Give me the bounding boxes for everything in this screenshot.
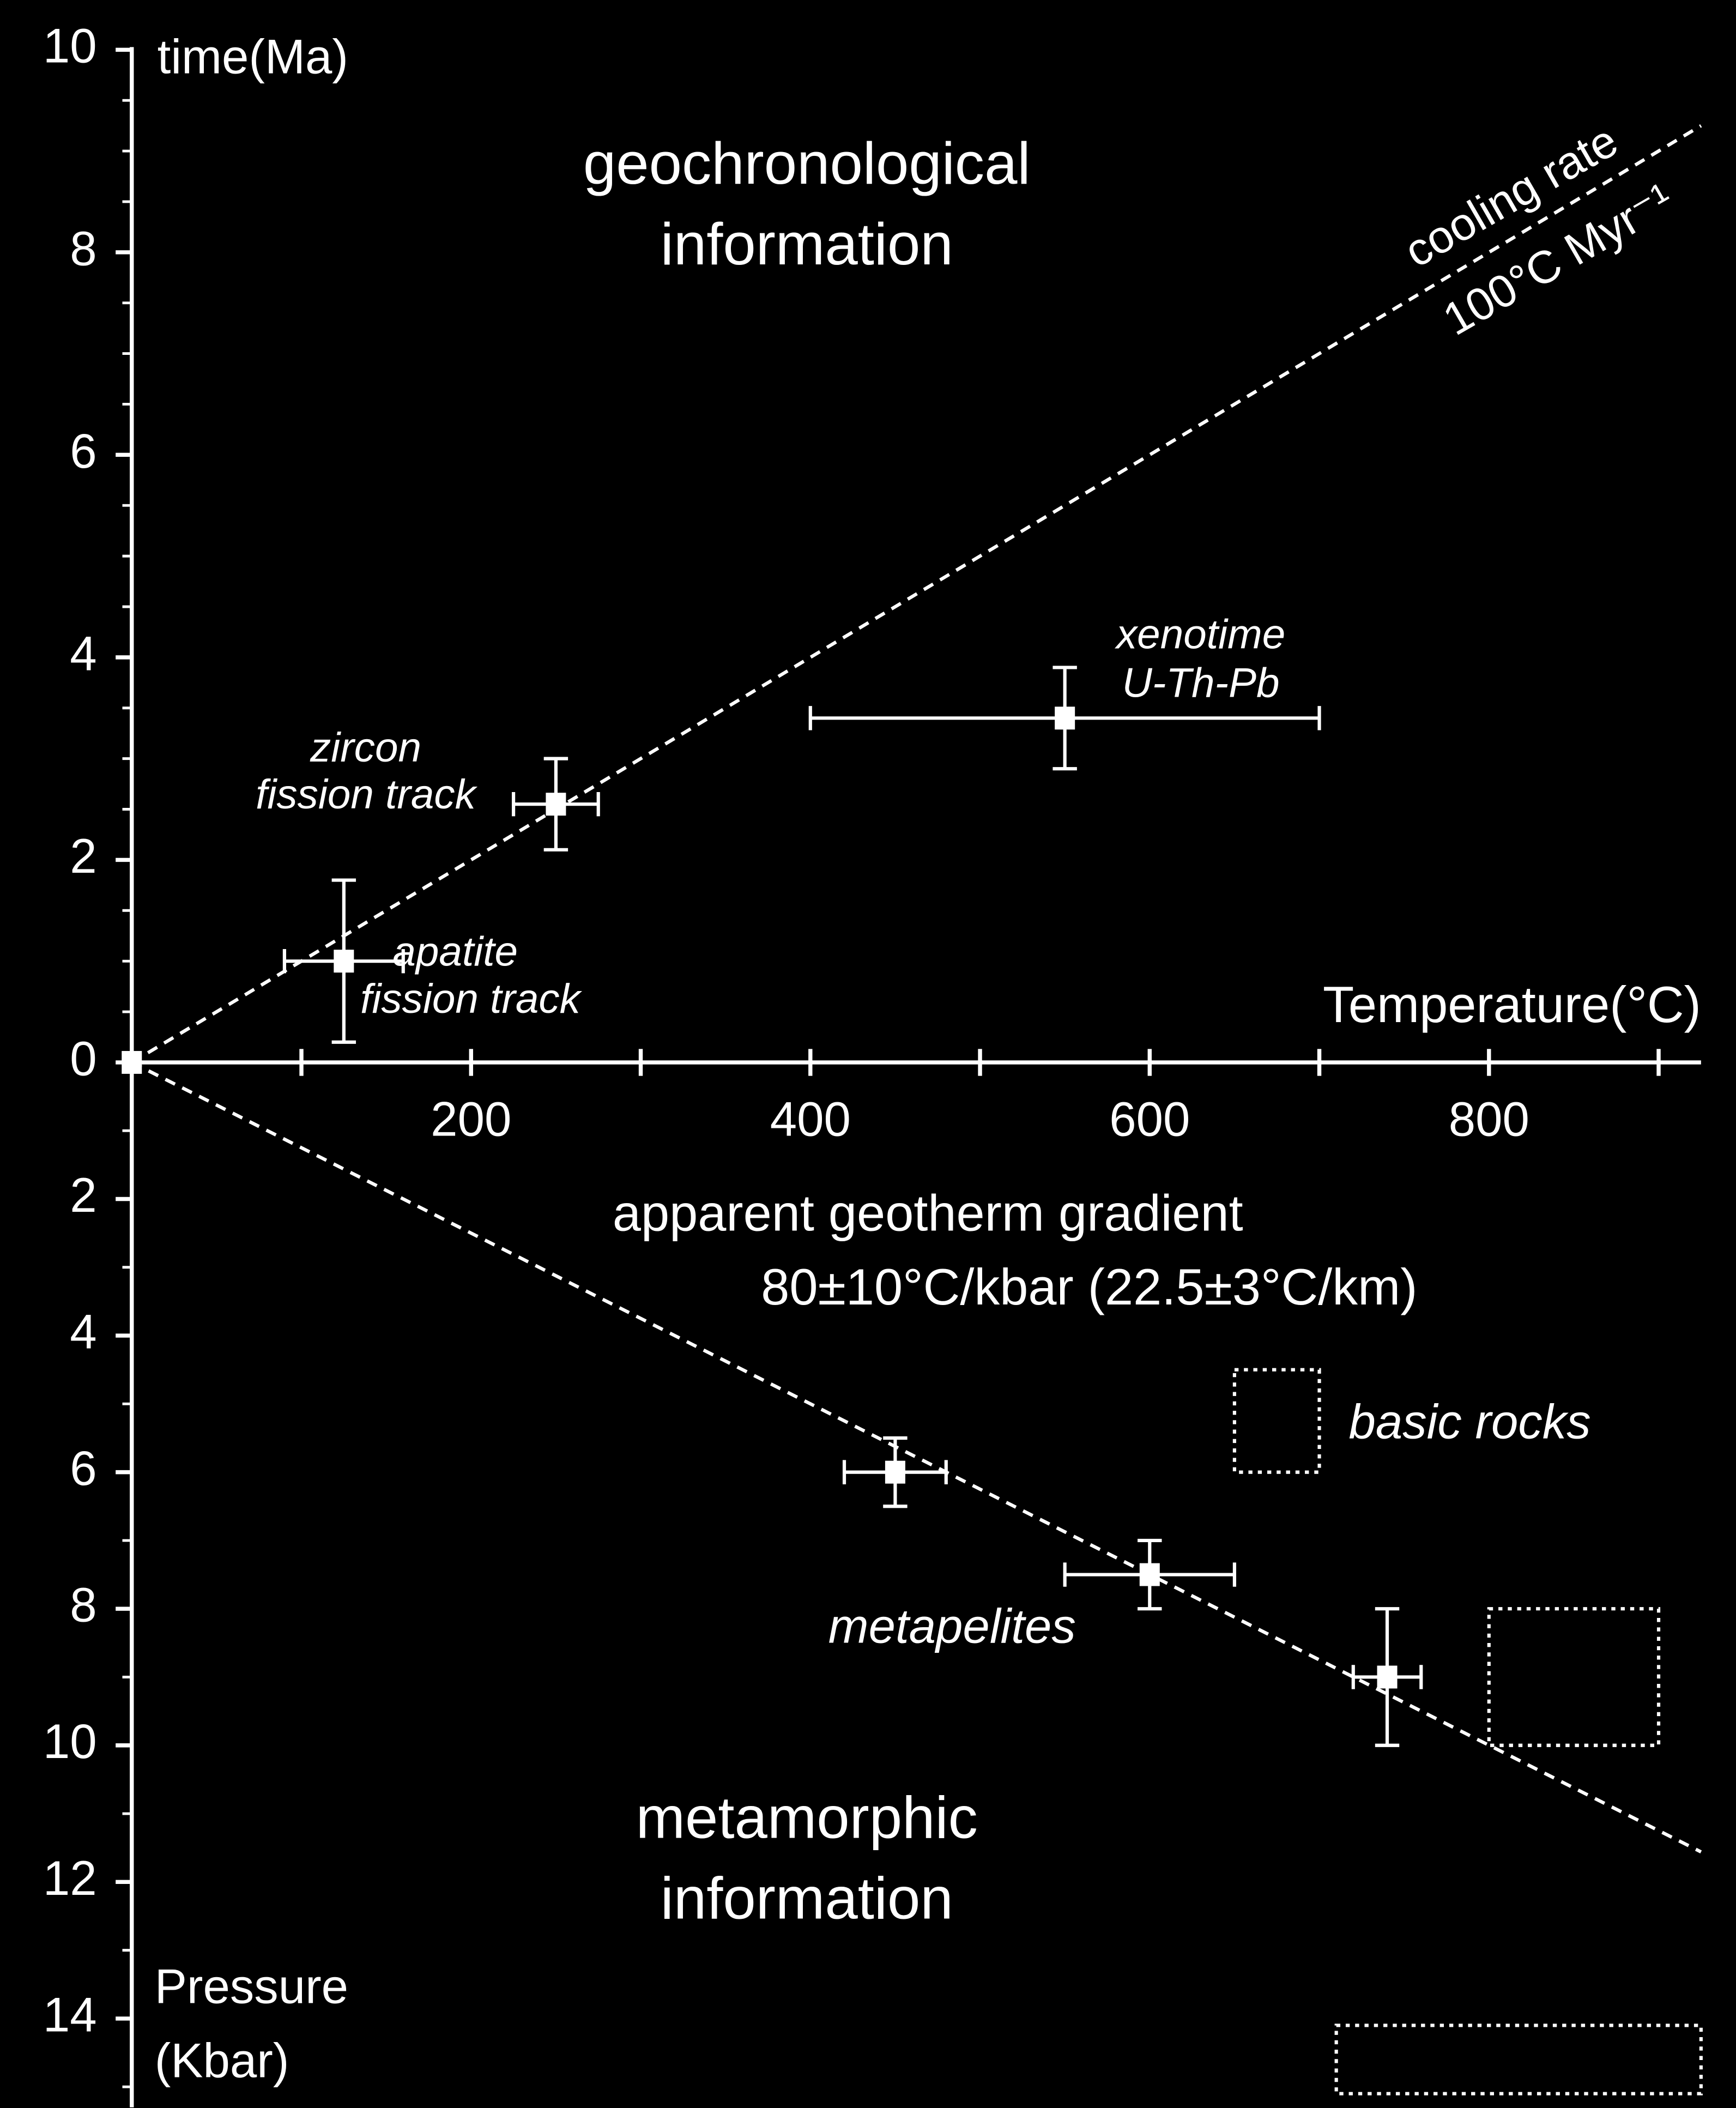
annotation: information xyxy=(661,1865,953,1931)
annotation: metamorphic xyxy=(636,1785,978,1851)
region-box xyxy=(1487,1607,1661,1747)
data-point xyxy=(122,1050,142,1074)
reference-line xyxy=(131,1061,1702,1853)
annotation: basic rocks xyxy=(1348,1394,1590,1448)
data-point xyxy=(546,793,566,816)
y-tick-label: 8 xyxy=(70,1578,96,1632)
region-box xyxy=(1334,2024,1703,2095)
data-point xyxy=(1377,1665,1398,1689)
y-tick-label: 4 xyxy=(70,1305,96,1359)
y-tick-label: 14 xyxy=(43,1988,97,2041)
annotation: apparent geotherm gradient xyxy=(613,1184,1243,1241)
annotation: information xyxy=(661,212,953,277)
y-tick-label: 6 xyxy=(70,1441,96,1495)
annotation: fission track xyxy=(360,976,582,1022)
annotation: geochronological xyxy=(583,131,1031,197)
y-tick-label: 10 xyxy=(43,19,97,73)
data-point xyxy=(885,1460,905,1484)
x-tick-label: 600 xyxy=(1109,1092,1190,1146)
annotation: metapelites xyxy=(828,1599,1076,1653)
y-tick-label: 6 xyxy=(70,424,96,478)
y-tick-label: 2 xyxy=(70,829,96,883)
y-tick-label: 4 xyxy=(70,626,96,680)
y-tick-label: 10 xyxy=(43,1714,97,1768)
data-point xyxy=(1055,706,1075,730)
x-tick-label: 200 xyxy=(431,1092,511,1146)
annotation: U-Th-Pb xyxy=(1122,660,1280,706)
annotation: zircon xyxy=(310,724,421,771)
y-tick-label: 0 xyxy=(70,1031,96,1085)
annotation: xenotime xyxy=(1114,612,1285,658)
y-axis-unit: (Kbar) xyxy=(155,2033,289,2087)
y-tick-label: 8 xyxy=(70,221,96,275)
y-tick-label: 12 xyxy=(43,1851,97,1905)
x-tick-label: 800 xyxy=(1449,1092,1529,1146)
y-axis-label: time(Ma) xyxy=(158,29,348,83)
annotation: fission track xyxy=(256,771,477,818)
region-box xyxy=(1232,1368,1321,1474)
y-axis-label: Pressure xyxy=(155,1960,348,2014)
y-tick-label: 2 xyxy=(70,1168,96,1222)
annotation: 80±10°C/kbar (22.5±3°C/km) xyxy=(761,1258,1417,1315)
x-axis-label: Temperature(°C) xyxy=(1323,976,1701,1033)
data-point xyxy=(1139,1563,1160,1586)
reference-line xyxy=(131,124,1702,1064)
data-point xyxy=(334,950,354,973)
annotation: apatite xyxy=(392,929,518,975)
x-tick-label: 400 xyxy=(770,1092,851,1146)
